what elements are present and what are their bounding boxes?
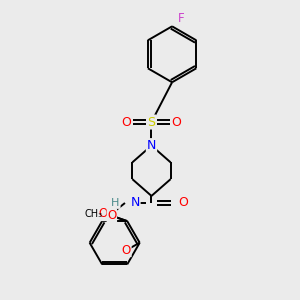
Text: N: N <box>130 196 140 209</box>
Text: O: O <box>122 244 131 256</box>
Text: CH₃: CH₃ <box>84 209 102 219</box>
Text: N: N <box>147 139 156 152</box>
Text: O: O <box>172 116 182 128</box>
Text: F: F <box>177 12 184 25</box>
Text: O: O <box>99 207 108 220</box>
Text: S: S <box>148 116 155 128</box>
Text: H: H <box>111 198 120 208</box>
Text: O: O <box>178 196 188 209</box>
Text: O: O <box>107 209 116 222</box>
Text: O: O <box>122 116 131 128</box>
